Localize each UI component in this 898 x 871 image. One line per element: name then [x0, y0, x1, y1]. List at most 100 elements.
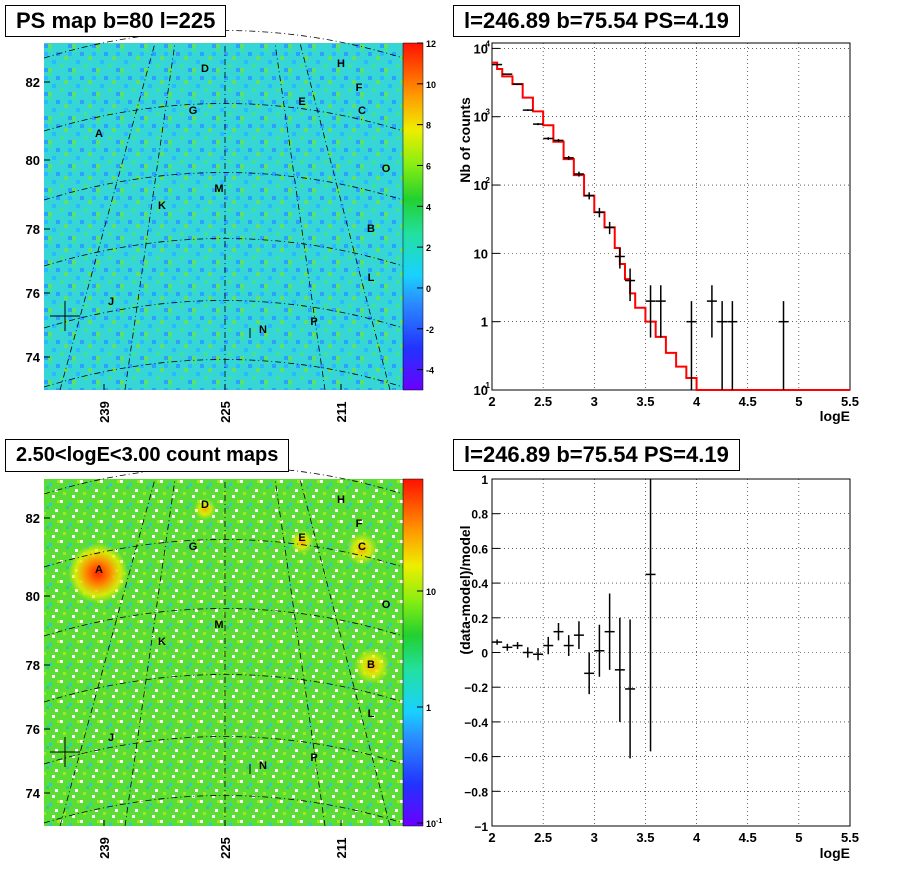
count-map-colorbar: [402, 478, 424, 827]
count-map-y-ticks: 82 80 78 76 74: [26, 511, 50, 801]
latitude-line: [43, 539, 404, 568]
y-tick-label: 74: [26, 786, 41, 801]
x-tick-label: 2.5: [534, 830, 552, 845]
ps-map-graticule: [43, 30, 404, 391]
count-map-title: 2.50<logE<3.00 count maps: [5, 439, 290, 472]
latitude-line: [43, 674, 404, 703]
colorbar-tick-label: 10-1: [426, 818, 442, 829]
colorbar-tick-exponent: -1: [436, 818, 442, 825]
count-map-hotspot-c: [346, 533, 378, 565]
x-tick-label: 3: [591, 830, 598, 845]
y-tick-label: −0.6: [464, 751, 488, 765]
count-map-source-labels: A B C D E F G H K J L M N O P: [95, 494, 391, 774]
ps-map-image: [44, 43, 403, 390]
y-tick-label: 0.2: [471, 612, 488, 626]
y-tick-label: 78: [26, 658, 40, 673]
y-tick-label: 10: [474, 383, 488, 398]
source-label-k: K: [158, 636, 166, 648]
colorbar-tick-label: 6: [426, 161, 431, 171]
y-tick-label: 82: [26, 75, 40, 90]
colorbar-tick-label: 10: [426, 80, 436, 90]
ps-map-x-ticks: 239 225 211: [97, 384, 349, 423]
source-label-b: B: [367, 223, 375, 235]
source-label-p: P: [310, 752, 317, 764]
colorbar-tick-label: 1: [426, 703, 431, 713]
counts-plot-frame: [491, 42, 851, 391]
residuals-x-axis-label: logE: [820, 845, 850, 861]
x-tick-label: 4.5: [739, 830, 757, 845]
y-tick-label: 82: [26, 511, 40, 526]
latitude-line: [43, 795, 404, 824]
source-label-n: N: [259, 324, 267, 336]
x-tick-label: 5: [795, 830, 802, 845]
colorbar-tick-label: 12: [426, 39, 436, 49]
y-tick-label: −0.2: [464, 681, 488, 695]
count-map-graticule: [43, 466, 404, 827]
y-tick-label: 10: [474, 178, 488, 193]
y-tick-exponent: 4: [486, 39, 491, 48]
x-tick-label: 2: [488, 394, 495, 409]
x-tick-label: 2.5: [534, 394, 552, 409]
colorbar-tick-label: 8: [426, 121, 431, 131]
y-tick-label: 10: [474, 246, 488, 261]
y-tick-label: 1: [481, 473, 488, 487]
source-label-m: M: [214, 619, 223, 631]
y-tick-label: 10: [474, 41, 488, 56]
y-tick-label: 80: [26, 589, 40, 604]
counts-y-axis-label: Nb of counts: [457, 97, 473, 183]
source-label-m: M: [214, 183, 223, 195]
source-label-l: L: [368, 272, 375, 284]
source-label-h: H: [337, 494, 345, 506]
y-tick-label: 0: [481, 647, 488, 661]
source-label-n: N: [259, 760, 267, 772]
source-label-e: E: [298, 96, 305, 108]
longitude-line: [59, 42, 156, 391]
x-tick-label: 3.5: [636, 394, 654, 409]
counts-spectrum-title: l=246.89 b=75.54 PS=4.19: [453, 5, 740, 37]
x-tick-label: 239: [97, 401, 112, 423]
y-tick-label: 10: [474, 110, 488, 125]
source-label-g: G: [189, 541, 198, 553]
colorbar-tick-label: 10: [426, 587, 436, 597]
source-label-b: B: [367, 659, 375, 671]
longitude-line: [59, 478, 156, 827]
y-tick-label: 0.8: [471, 508, 488, 522]
latitude-line: [43, 300, 404, 329]
x-tick-label: 5.5: [841, 830, 859, 845]
residuals-plot-frame: [491, 478, 851, 827]
y-tick-label: −0.4: [464, 716, 488, 730]
count-map-hotspot-b: [354, 648, 390, 684]
latitude-line: [43, 103, 404, 132]
residuals-title: l=246.89 b=75.54 PS=4.19: [453, 439, 740, 471]
model-step-line: [492, 61, 850, 391]
x-tick-label: 225: [218, 401, 233, 423]
x-tick-label: 5: [795, 394, 802, 409]
source-label-c: C: [358, 541, 366, 553]
x-tick-label: 4: [693, 394, 701, 409]
counts-model-histogram: [492, 61, 850, 391]
source-label-o: O: [382, 163, 391, 175]
x-tick-label: 5.5: [841, 394, 859, 409]
y-tick-label: −0.8: [464, 785, 488, 799]
ps-map-colorbar-ticks: 12 10 8 6 4 2 0 -2 -4: [417, 39, 436, 376]
residuals-data-points: [492, 479, 656, 759]
y-tick-label: 0.4: [471, 577, 488, 591]
ps-map-y-ticks: 82 80 78 76 74: [26, 75, 50, 365]
y-tick-label: 1: [481, 315, 488, 330]
source-label-f: F: [356, 82, 363, 94]
y-tick-label: 74: [26, 350, 41, 365]
y-tick-exponent: -1: [483, 381, 491, 390]
ps-map-source-labels: A B C D E F G H K J L M N O P: [95, 58, 391, 338]
counts-data-points: [492, 63, 789, 390]
x-tick-label: 239: [97, 837, 112, 859]
count-map-hotspot-a: [68, 543, 128, 603]
residuals-panel: 2 2.5 3 3.5 4 4.5 5 5.5 1 0.8 0.6 0.4 0.2 0 −0.2 −0.4 −0…: [457, 473, 859, 861]
y-tick-label: 78: [26, 222, 40, 237]
residuals-axis-ticks: 2 2.5 3 3.5 4 4.5 5 5.5 1 0.8 0.6 0.4 0.2 0 −0.2 −0.4 −0…: [464, 473, 859, 845]
colorbar-tick-label: 4: [426, 202, 431, 212]
latitude-line: [43, 608, 404, 637]
source-label-g: G: [189, 105, 198, 117]
ps-map-title: PS map b=80 l=225: [5, 5, 227, 37]
residuals-y-axis-label: (data-model)/model: [457, 525, 473, 654]
